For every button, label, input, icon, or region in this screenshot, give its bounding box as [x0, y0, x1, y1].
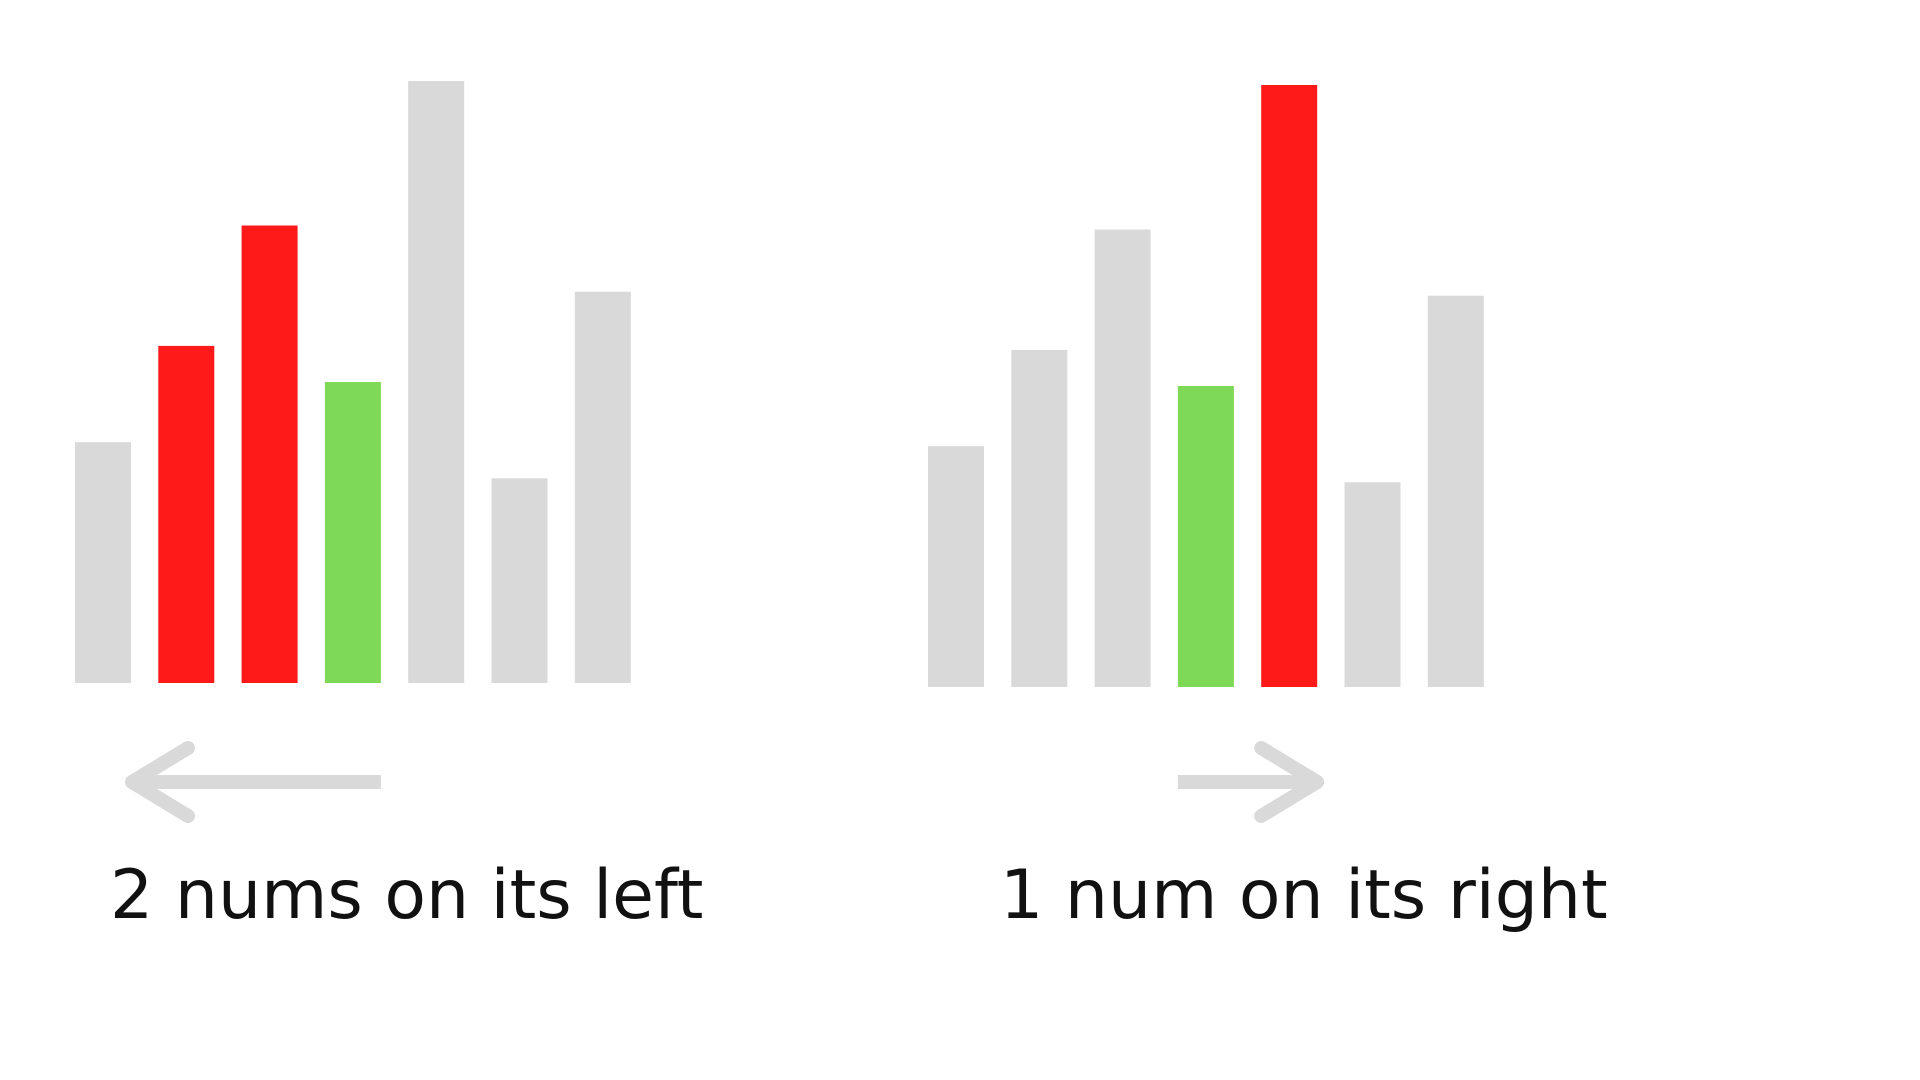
bar-neutral [408, 81, 465, 683]
bar-highlight [1261, 85, 1318, 687]
bar-neutral [75, 442, 131, 683]
arrow-right-icon [1177, 741, 1325, 823]
bar-highlight [241, 225, 298, 683]
bar-neutral [928, 446, 984, 687]
bar-neutral [1011, 349, 1068, 687]
right-bar-diagram [928, 85, 1484, 823]
arrow-head [1254, 741, 1325, 823]
arrow-head [125, 741, 195, 823]
bar-neutral [1427, 295, 1484, 687]
bar-neutral [574, 291, 631, 683]
bar-current [1177, 386, 1234, 687]
bar-highlight [158, 345, 215, 683]
arrow-left-icon [125, 741, 381, 823]
left-bar-diagram [75, 81, 631, 823]
bar-neutral [1344, 482, 1401, 687]
bar-neutral [491, 478, 548, 683]
bar-neutral [1094, 229, 1151, 687]
right-caption: 1 num on its right [1000, 856, 1608, 935]
left-caption: 2 nums on its left [110, 856, 704, 935]
bar-current [324, 382, 381, 683]
